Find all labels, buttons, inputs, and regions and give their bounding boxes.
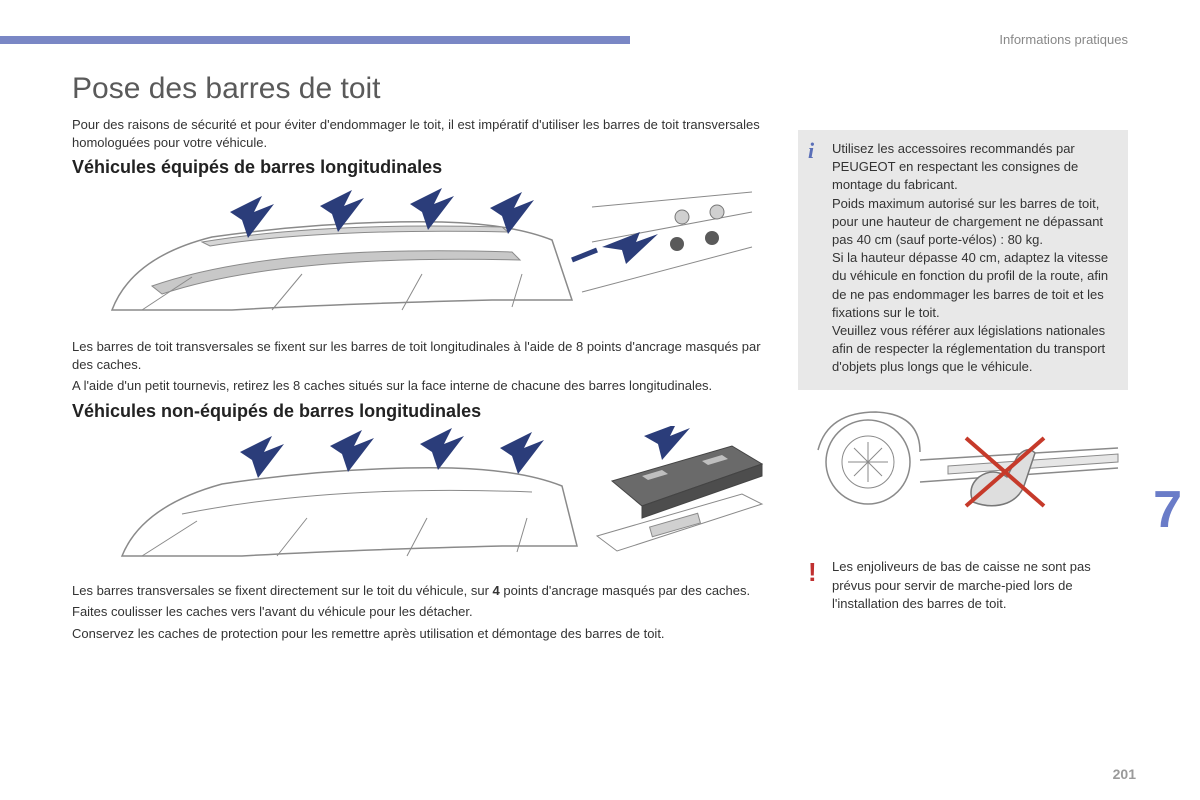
section1-para1: Les barres de toit transversales se fixe…	[72, 338, 772, 373]
info-box: i Utilisez les accessoires recommandés p…	[798, 130, 1128, 390]
section2-para3: Conservez les caches de protection pour …	[72, 625, 772, 643]
page-number: 201	[1113, 766, 1136, 782]
section2-para1b: 4	[493, 583, 500, 598]
info-icon: i	[808, 136, 814, 167]
figure-sill-warning	[798, 402, 1128, 542]
figure-longitudinal-bars	[72, 182, 772, 332]
page-title: Pose des barres de toit	[72, 72, 772, 106]
info-p3: Si la hauteur dépasse 40 cm, adaptez la …	[832, 249, 1114, 322]
sidebar: i Utilisez les accessoires recommandés p…	[798, 130, 1128, 627]
section2-para2: Faites coulisser les caches vers l'avant…	[72, 603, 772, 621]
intro-paragraph: Pour des raisons de sécurité et pour évi…	[72, 116, 772, 151]
accent-bar	[0, 36, 630, 44]
info-p1: Utilisez les accessoires recommandés par…	[832, 140, 1114, 195]
section1-para2: A l'aide d'un petit tournevis, retirez l…	[72, 377, 772, 395]
section2-para1: Les barres transversales se fixent direc…	[72, 582, 772, 600]
section2-heading: Véhicules non-équipés de barres longitud…	[72, 401, 772, 422]
section2-para1c: points d'ancrage masqués par des caches.	[500, 583, 750, 598]
warning-icon: !	[808, 554, 817, 590]
chapter-number: 7	[1153, 480, 1182, 540]
warning-box: ! Les enjoliveurs de bas de caisse ne so…	[798, 550, 1128, 627]
figure-no-longitudinal-bars	[72, 426, 772, 576]
info-p2: Poids maximum autorisé sur les barres de…	[832, 195, 1114, 250]
header-section-label: Informations pratiques	[999, 32, 1128, 47]
section2-para1a: Les barres transversales se fixent direc…	[72, 583, 493, 598]
section1-heading: Véhicules équipés de barres longitudinal…	[72, 157, 772, 178]
info-p4: Veuillez vous référer aux législations n…	[832, 322, 1114, 377]
warning-text: Les enjoliveurs de bas de caisse ne sont…	[832, 558, 1114, 613]
main-content: Pose des barres de toit Pour des raisons…	[72, 72, 772, 646]
